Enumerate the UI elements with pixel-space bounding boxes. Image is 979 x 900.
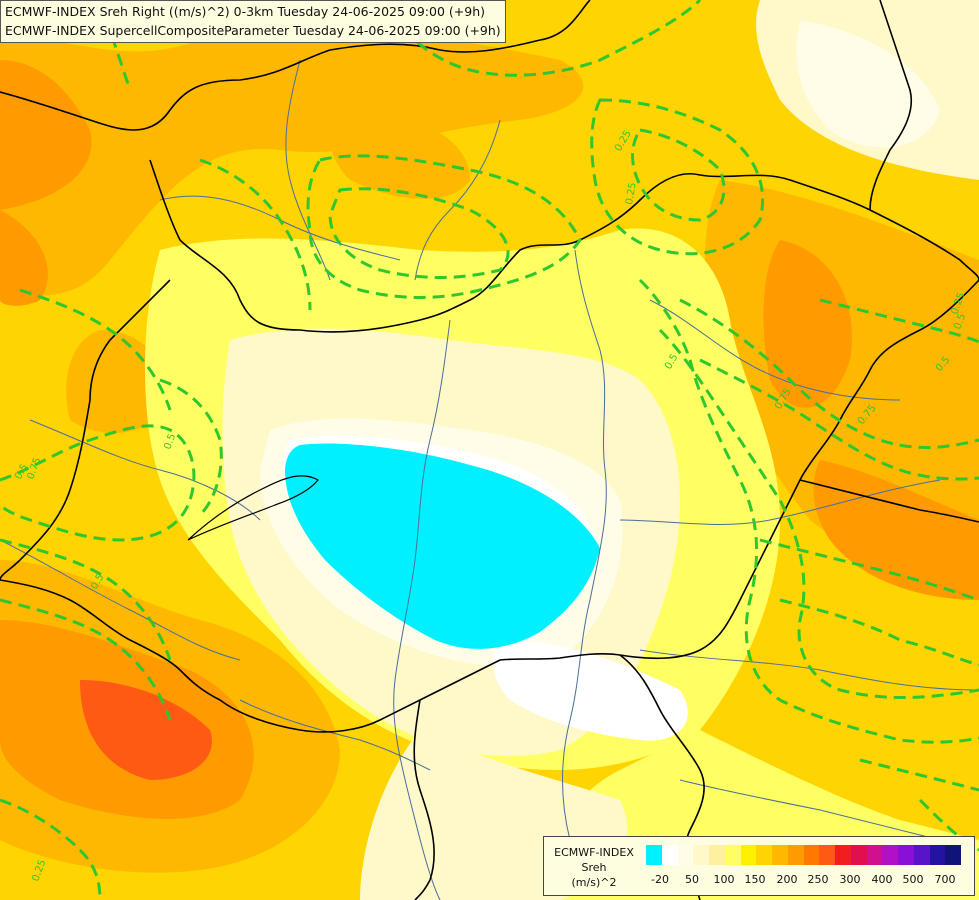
legend-labels: ECMWF-INDEX Sreh (m/s)^2 xyxy=(548,845,640,890)
legend-swatch xyxy=(898,845,914,865)
field-dark-orange-w xyxy=(0,210,48,306)
legend-swatch xyxy=(929,845,946,865)
legend-tick: 700 xyxy=(934,873,956,886)
contour-label: 0.5 xyxy=(952,312,968,331)
field-paler-ne xyxy=(796,20,940,148)
contour-nw-025 xyxy=(199,158,312,311)
legend-swatch xyxy=(787,845,804,865)
field-dark-orange-se xyxy=(813,460,979,600)
legend-swatch xyxy=(945,845,961,865)
legend-swatch xyxy=(772,845,788,865)
contour-north-inner xyxy=(328,187,510,279)
contour-sw-025 xyxy=(0,798,102,900)
river-west-a xyxy=(29,419,261,521)
legend-swatch xyxy=(835,845,851,865)
legend-tick: 200 xyxy=(776,873,798,886)
border-austria xyxy=(0,279,171,581)
legend-swatch xyxy=(882,845,898,865)
border-north-1 xyxy=(0,0,591,131)
field-dark-orange-nw xyxy=(0,60,92,210)
field-orange-north xyxy=(329,110,470,199)
legend-swatch xyxy=(803,845,820,865)
legend-tick: 100 xyxy=(713,873,735,886)
map-title-box: ECMWF-INDEX Sreh Right ((m/s)^2) 0-3km T… xyxy=(0,0,506,43)
river-west-b xyxy=(0,539,241,661)
contour-east-075 xyxy=(658,328,979,699)
legend-tick: 300 xyxy=(839,873,861,886)
contour-top-center xyxy=(378,0,702,77)
legend-swatch xyxy=(819,845,835,865)
field-orange-w2 xyxy=(66,330,170,434)
field-white-south xyxy=(493,640,688,741)
legend-swatch xyxy=(740,845,757,865)
legend-tick: 500 xyxy=(902,873,924,886)
contour-east-075b xyxy=(679,298,979,449)
legend-swatch xyxy=(677,845,694,865)
contour-se-025b xyxy=(859,758,979,792)
legend-swatch xyxy=(646,845,662,865)
title-line-2: ECMWF-INDEX SupercellCompositeParameter … xyxy=(5,23,501,38)
contour-label: 0.25 xyxy=(624,182,639,206)
legend-tick: 250 xyxy=(807,873,829,886)
contour-east-05e xyxy=(819,298,979,344)
contour-sw-05 xyxy=(0,538,172,661)
legend-swatch xyxy=(693,845,709,865)
legend-unit: (m/s)^2 xyxy=(571,876,617,889)
title-line-1: ECMWF-INDEX Sreh Right ((m/s)^2) 0-3km T… xyxy=(5,4,485,19)
river-south-a xyxy=(679,779,941,841)
legend-swatch xyxy=(709,845,725,865)
border-romania xyxy=(499,279,979,661)
river-east-b xyxy=(639,649,979,691)
contour-label: 0.5 xyxy=(162,432,178,451)
contour-ne-025 xyxy=(590,98,765,256)
field-orange-nw xyxy=(0,29,584,296)
lake-balaton xyxy=(187,475,319,541)
river-east-c xyxy=(649,299,901,401)
border-serbia-west xyxy=(413,699,435,900)
legend-tick: 150 xyxy=(744,873,766,886)
border-ukraine xyxy=(869,0,913,211)
contour-north-025 xyxy=(306,154,582,299)
contour-sw-05b xyxy=(0,598,172,721)
field-red-orange-sw xyxy=(80,680,212,780)
border-east-internal xyxy=(799,479,979,523)
river-sw-a xyxy=(239,699,431,771)
river-danube xyxy=(393,319,451,900)
river-north-b xyxy=(285,59,331,281)
contour-east-05b xyxy=(699,358,979,481)
legend-tick-labels: -20 50 100 150 200 250 300 400 500 700 xyxy=(646,873,966,889)
legend-swatch xyxy=(661,845,678,865)
field-dark-orange-east xyxy=(763,240,852,408)
contour-ne-inner xyxy=(631,128,726,222)
river-tisza xyxy=(562,249,607,841)
border-slovakia xyxy=(149,159,979,333)
river-east-a xyxy=(619,479,941,525)
border-croatia xyxy=(0,579,501,733)
legend-tick: -20 xyxy=(651,873,669,886)
rivers-layer xyxy=(0,59,979,900)
contour-se-025 xyxy=(918,798,979,852)
contour-east-05c xyxy=(759,538,979,602)
legend-variable: Sreh xyxy=(581,861,607,874)
contour-west-075 xyxy=(0,424,196,542)
legend-swatch xyxy=(724,845,741,865)
contour-east-05 xyxy=(638,278,979,744)
legend-swatch xyxy=(850,845,867,865)
color-legend: ECMWF-INDEX Sreh (m/s)^2 -20 50 100 150 200 2… xyxy=(543,836,975,896)
legend-tick: 50 xyxy=(685,873,699,886)
contour-w-025 xyxy=(19,288,172,411)
legend-title: ECMWF-INDEX xyxy=(554,846,634,859)
legend-swatch xyxy=(756,845,772,865)
river-north-c xyxy=(414,119,501,281)
legend-swatch xyxy=(866,845,883,865)
legend-color-scale xyxy=(646,845,961,865)
legend-tick: 400 xyxy=(871,873,893,886)
legend-swatch xyxy=(913,845,930,865)
field-cyan-minimum xyxy=(285,443,600,649)
contour-west-05 xyxy=(159,378,223,517)
